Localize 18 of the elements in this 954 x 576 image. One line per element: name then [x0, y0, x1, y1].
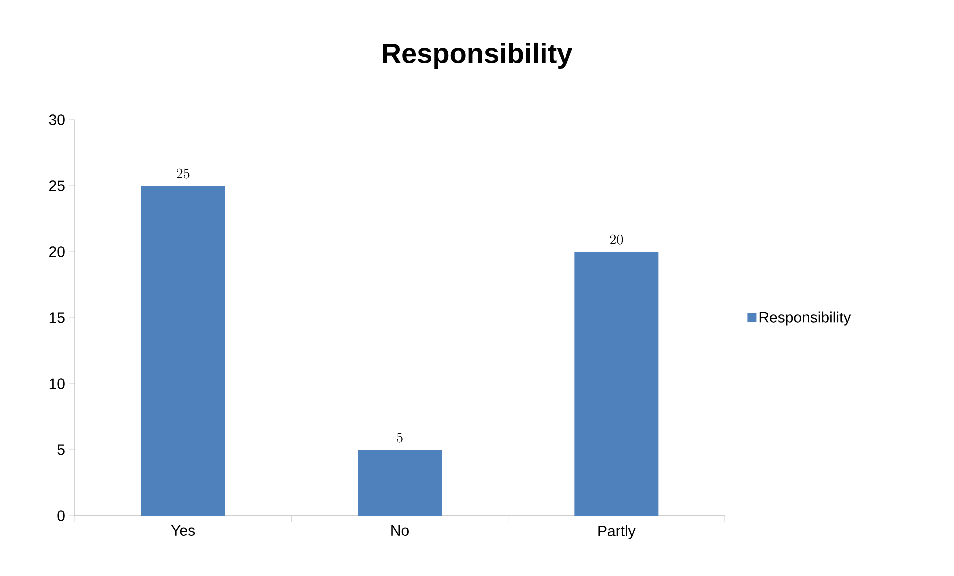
legend-label: Responsibility — [760, 312, 852, 326]
bar — [574, 252, 659, 516]
y-tick-label: 25 — [50, 180, 65, 192]
data-label: 5 — [397, 432, 403, 443]
y-tick-label: 5 — [58, 444, 65, 456]
x-tick-label: Yes — [171, 526, 196, 536]
y-tick-label: 10 — [50, 378, 65, 390]
data-label: 25 — [176, 168, 190, 179]
y-tick-label: 30 — [49, 114, 65, 126]
data-label: 20 — [610, 234, 624, 245]
bar — [358, 450, 442, 516]
y-tick-label: 0 — [58, 510, 65, 522]
chart-title: Responsibility — [383, 42, 573, 70]
x-tick-label: No — [392, 526, 409, 536]
y-tick-label: 15 — [50, 312, 65, 324]
y-tick-label: 20 — [50, 246, 65, 258]
bar — [141, 186, 226, 516]
x-tick-label: Partly — [598, 526, 636, 540]
